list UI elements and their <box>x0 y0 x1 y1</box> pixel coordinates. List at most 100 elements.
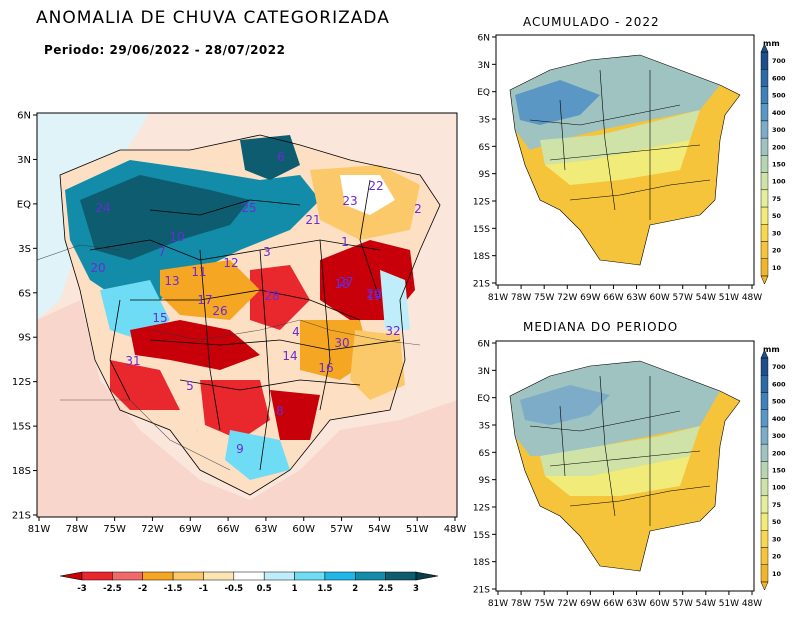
mm-colorbar-mediana-swatch <box>760 443 769 462</box>
anomaly-lat-tick-label: 3S <box>18 244 31 255</box>
basin-label: 8 <box>276 404 284 418</box>
mediana-lon-tick-label: 66W <box>603 599 623 609</box>
mm-colorbar-acumulado-label: 150 <box>772 161 786 169</box>
mm-colorbar-acumulado: mm 700 600 500 400 300 200 150 100 75 50 30 20 10 <box>760 39 786 285</box>
anomaly-colorbar-label: 0.5 <box>257 584 272 594</box>
basin-label: 30 <box>334 336 349 350</box>
anomaly-lat-tick-label: EQ <box>17 199 31 210</box>
mm-colorbar-mediana-label: 500 <box>772 398 786 406</box>
anomaly-colorbar-swatch <box>142 571 174 581</box>
mm-colorbar-acumulado-label: 100 <box>772 178 786 186</box>
mm-colorbar-acumulado-label: 400 <box>772 109 786 117</box>
mediana-lon-tick-label: 57W <box>673 599 693 609</box>
anomaly-lon-tick-label: 63W <box>255 524 278 535</box>
mediana-lat-ticks: 6N 3N EQ 3S 6S 9S 12S 15S 18S 21S <box>473 340 496 596</box>
basin-label: 19 <box>366 289 381 303</box>
mediana-map-content <box>496 341 754 591</box>
basin-label: 27 <box>338 275 353 289</box>
mm-colorbar-acumulado-swatch <box>760 189 769 208</box>
anomaly-lon-tick-label: 75W <box>103 524 126 535</box>
mm-colorbar-acumulado-label: 20 <box>772 247 782 255</box>
acumulado-lat-tick-label: 9S <box>479 170 491 180</box>
anomaly-lon-tick-label: 54W <box>368 524 391 535</box>
mediana-lon-tick-label: 72W <box>557 599 577 609</box>
mm-colorbar-acumulado-label: 200 <box>772 143 786 151</box>
basin-label: 16 <box>318 361 333 375</box>
mediana-lon-tick-label: 63W <box>626 599 646 609</box>
mm-colorbar-acumulado-swatch <box>760 69 769 87</box>
acumulado-lon-tick-label: 63W <box>626 293 646 303</box>
mm-colorbar-acumulado-label: 600 <box>772 74 786 82</box>
basin-label: 22 <box>368 179 383 193</box>
mediana-map-frame <box>495 340 755 592</box>
basin-label: 17 <box>197 293 212 307</box>
anomaly-lon-tick-label: 69W <box>179 524 202 535</box>
mm-colorbar-acumulado-unit-label: mm <box>763 39 780 48</box>
mediana-lat-tick-label: 12S <box>473 504 490 514</box>
acumulado-lon-tick-label: 57W <box>673 293 693 303</box>
acumulado-lon-tick-label: 51W <box>719 293 739 303</box>
mm-colorbar-acumulado-label: 75 <box>772 195 782 203</box>
anomaly-colorbar-label: -2 <box>138 584 148 594</box>
mm-colorbar-acumulado-label: 10 <box>772 264 782 272</box>
acumulado-map-frame <box>495 34 755 286</box>
basin-label: 2 <box>414 202 422 216</box>
acumulado-lon-tick-label: 81W <box>488 293 508 303</box>
anomaly-lon-tick-label: 81W <box>28 524 51 535</box>
anomaly-lat-tick-label: 9S <box>18 333 31 344</box>
mm-colorbar-mediana-label: 50 <box>772 518 782 526</box>
mm-colorbar-acumulado-label: 300 <box>772 126 786 134</box>
mediana-lat-tick-label: 3S <box>479 422 491 432</box>
acumulado-lon-tick-label: 72W <box>557 293 577 303</box>
anomaly-colorbar-swatch <box>263 571 295 581</box>
anomaly-lat-tick-label: 6N <box>17 111 31 122</box>
mm-colorbar-mediana-label: 150 <box>772 467 786 475</box>
mediana-lon-tick-label: 75W <box>534 599 554 609</box>
anomaly-colorbar-swatch <box>81 571 113 581</box>
acumulado-lon-tick-label: 66W <box>603 293 623 303</box>
acumulado-lat-tick-label: 21S <box>473 280 490 290</box>
mm-colorbar-mediana: mm 700 600 500 400 300 200 150 100 75 50 30 20 10 <box>760 345 786 591</box>
basin-label: 3 <box>263 245 271 259</box>
basin-label: 14 <box>282 349 297 363</box>
acumulado-lat-tick-label: EQ <box>477 88 490 98</box>
lon-ticks: 81W 78W 75W 72W 69W 66W 63W 60W 57W 54W 51W 48W <box>28 517 467 535</box>
mm-colorbar-mediana-top-arrow <box>760 349 769 359</box>
mm-colorbar-acumulado-bottom-arrow <box>760 275 769 285</box>
period-label: Periodo: 29/06/2022 - 28/07/2022 <box>44 43 286 57</box>
acumulado-lon-tick-label: 60W <box>649 293 669 303</box>
anomaly-colorbar-left-arrow <box>59 571 83 581</box>
mediana-lat-tick-label: 6N <box>478 340 490 350</box>
mm-colorbar-mediana-label: 10 <box>772 570 782 578</box>
basin-label: 13 <box>164 274 179 288</box>
mediana-lat-tick-label: 3N <box>478 367 490 377</box>
mm-colorbar-acumulado-swatch <box>760 137 769 156</box>
mm-colorbar-acumulado-swatch <box>760 206 769 225</box>
acumulado-map-content <box>496 35 754 285</box>
basin-label: 29 <box>366 287 381 301</box>
page-title: ANOMALIA DE CHUVA CATEGORIZADA <box>36 8 390 28</box>
mm-colorbar-mediana-label: 400 <box>772 415 786 423</box>
mm-colorbar-mediana-label: 20 <box>772 553 782 561</box>
mediana-title: MEDIANA DO PERIODO <box>523 320 679 334</box>
mm-colorbar-mediana-swatch <box>760 426 769 445</box>
basin-label: 10 <box>169 230 184 244</box>
anomaly-lon-tick-label: 48W <box>444 524 467 535</box>
anomaly-colorbar-swatch <box>324 571 356 581</box>
anomaly-colorbar-label: -1.5 <box>164 584 183 594</box>
basin-label: 31 <box>125 354 140 368</box>
acumulado-lat-ticks: 6N 3N EQ 3S 6S 9S 12S 15S 18S 21S <box>473 34 496 290</box>
acumulado-lat-tick-label: 3N <box>478 61 490 71</box>
mediana-lat-tick-label: 6S <box>479 449 491 459</box>
mm-colorbar-mediana-swatch <box>760 495 769 514</box>
acumulado-lon-ticks: 81W 78W 75W 72W 69W 66W 63W 60W 57W 54W 51W 48W <box>488 285 762 303</box>
anomaly-colorbar-swatch <box>294 571 326 581</box>
acumulado-lon-tick-label: 78W <box>511 293 531 303</box>
acumulado-lon-tick-label: 48W <box>742 293 762 303</box>
mm-colorbar-mediana-swatch <box>760 357 769 376</box>
mm-colorbar-mediana-swatch <box>760 512 769 531</box>
mediana-lat-tick-label: 21S <box>473 586 490 596</box>
mm-colorbar-acumulado-swatch <box>760 241 769 259</box>
mm-colorbar-acumulado-label: 30 <box>772 229 782 237</box>
